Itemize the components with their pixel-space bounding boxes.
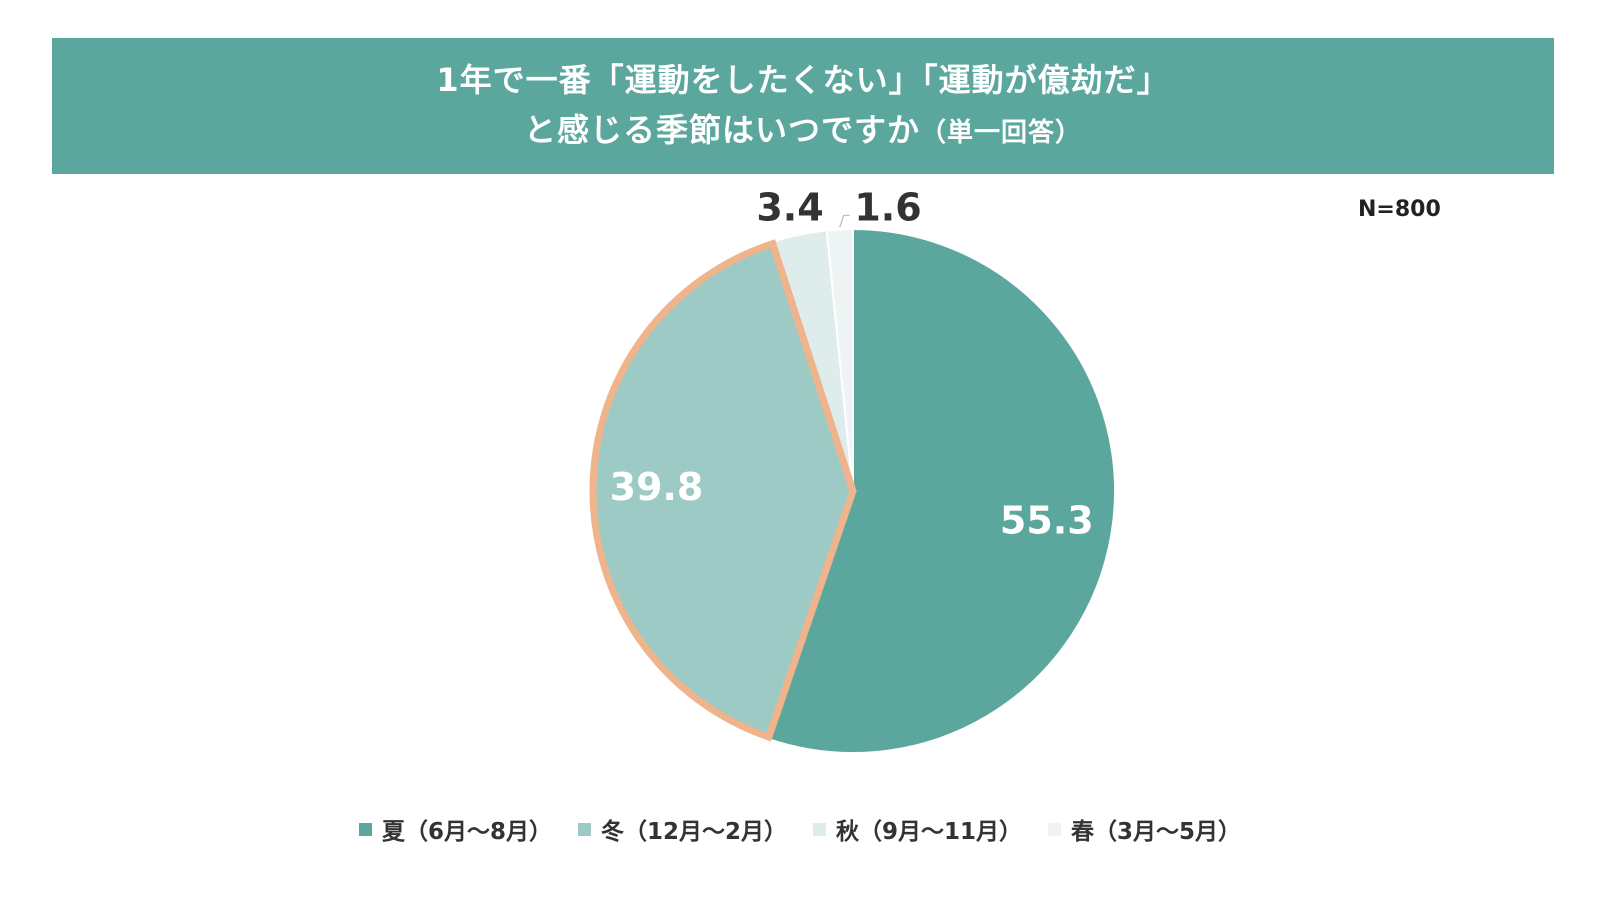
leader-line-3 [839,214,850,228]
legend-label-3: 春（3月〜5月） [1071,819,1242,845]
data-label-2: 3.4 [756,186,823,230]
data-labels: 55.3 39.8 3.4 1.6 [610,186,1094,543]
title-banner: 1年で一番「運動をしたくない」「運動が億劫だ」 と感じる季節はいつですか（単一回… [52,38,1554,174]
pie-chart: 55.3 39.8 3.4 1.6 [589,186,1116,754]
legend-item-2: 秋（9月〜11月） [813,812,1022,846]
data-label-1: 39.8 [610,465,704,509]
chart-title-question: と感じる季節はいつですか [523,110,920,149]
chart-title-answer-type: （単一回答） [920,117,1083,148]
chart-title-line-2: と感じる季節はいつですか（単一回答） [524,105,1082,158]
legend-label-2: 秋（9月〜11月） [836,819,1023,845]
legend-swatch-2 [813,822,826,836]
highlight-outline-layer [589,239,857,742]
pie-slice-3 [825,227,854,492]
legend-item-1: 冬（12月〜2月） [577,812,787,846]
legend-label-1: 冬（12月〜2月） [600,819,787,845]
legend: 夏（6月〜8月） 冬（12月〜2月） 秋（9月〜11月） 春（3月〜5月） [0,812,1600,846]
data-label-0: 55.3 [1000,499,1094,543]
legend-swatch-1 [577,822,591,836]
pie-slice-0 [766,227,1116,754]
legend-item-3: 春（3月〜5月） [1048,812,1241,846]
legend-item-0: 夏（6月〜8月） [358,812,552,846]
chart-title-line-1: 1年で一番「運動をしたくない」「運動が億劫だ」 [436,60,1170,99]
data-label-3: 1.6 [854,186,921,230]
sample-size-label: N=800 [1358,197,1441,222]
legend-swatch-3 [1048,822,1062,836]
legend-label-0: 夏（6月〜8月） [381,819,552,845]
highlight-outline [589,239,857,742]
legend-swatch-0 [358,822,372,836]
